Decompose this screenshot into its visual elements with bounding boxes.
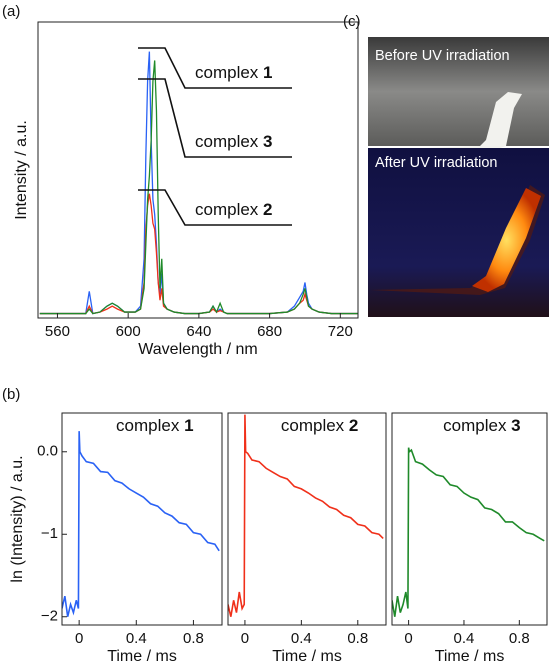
y-tick-label: −1 [41,525,58,542]
chart-title: complex 1 [116,416,194,435]
x-tick-label: 0.8 [347,630,368,647]
x-axis-label: Time / ms [272,648,342,665]
x-axis-label: Time / ms [435,648,505,665]
chart-title: complex 2 [281,416,359,435]
data-line [39,60,358,315]
x-tick-label: 0 [404,630,412,647]
panel-label: (c) [343,13,361,30]
panel-label: (a) [2,3,20,20]
photo-caption: After UV irradiation [375,155,498,171]
axes-frame [61,412,223,626]
y-axis-label: Intensity / a.u. [13,120,30,220]
photo-caption: Before UV irradiation [375,48,510,64]
x-tick-label: 560 [45,323,70,340]
leader-line [138,47,292,89]
x-tick-label: 0.8 [509,630,530,647]
legend-label: complex 2 [195,200,273,219]
film-before [368,92,522,152]
x-tick-label: 720 [328,323,353,340]
y-tick-label: 0.0 [37,443,58,460]
photo-before [368,37,549,146]
axes-frame [227,412,387,626]
chart-title: complex 3 [443,416,521,435]
x-tick-label: 640 [186,323,211,340]
panel-label: (b) [2,386,20,403]
data-line [62,431,220,617]
photo-panel: Before UV irradiation After UV irradiati… [343,13,549,317]
data-line [39,51,358,315]
y-axis-label: ln (Intensity) / a.u. [9,455,26,582]
legend-label: complex 1 [195,63,273,82]
film-after [472,188,541,292]
x-axis-label: Wavelength / nm [138,341,257,358]
axes-frame [37,21,359,319]
leader-line [138,189,292,226]
leader-line [138,78,292,158]
x-tick-label: 0.8 [183,630,204,647]
x-tick-label: 600 [116,323,141,340]
x-axis-label: Time / ms [107,648,177,665]
x-tick-label: 0.4 [454,630,475,647]
legend-label: complex 3 [195,132,273,151]
x-tick-label: 0 [241,630,249,647]
x-tick-label: 0.4 [291,630,312,647]
y-tick-label: −2 [41,608,58,625]
x-tick-label: 0 [75,630,83,647]
data-line [228,414,384,617]
axes-frame [391,412,548,626]
x-tick-label: 680 [257,323,282,340]
x-tick-label: 0.4 [126,630,147,647]
data-line [392,447,545,617]
